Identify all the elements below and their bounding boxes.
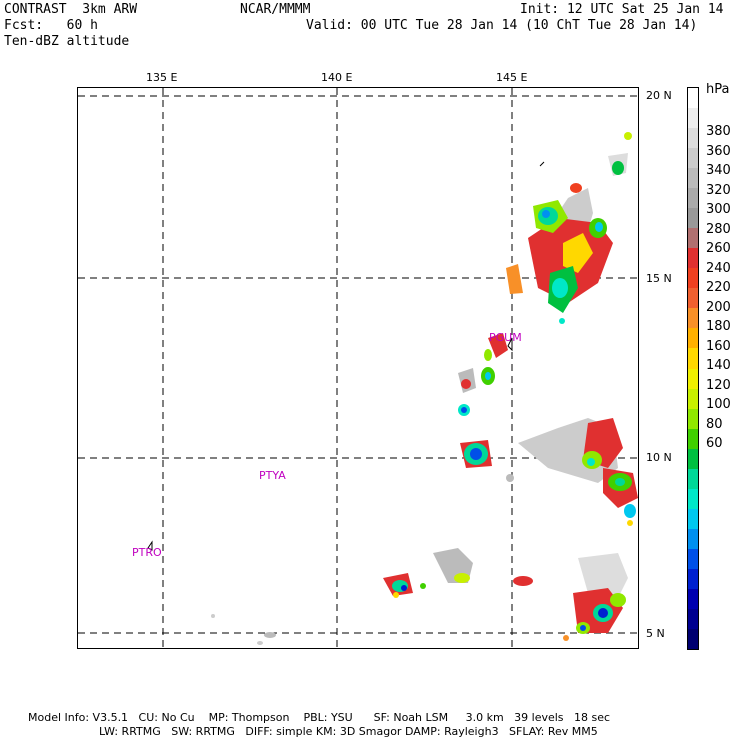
colorbar-swatch [688, 168, 698, 189]
lon-label-135: 135 E [146, 71, 178, 84]
colorbar-swatch [688, 328, 698, 349]
echo-cluster-north [506, 132, 632, 324]
echo-cluster-south [211, 548, 628, 645]
echo-cluster-10n [460, 418, 638, 526]
colorbar-swatch [688, 568, 698, 590]
center-name: NCAR/MMMM [240, 2, 311, 17]
colorbar-label: 280 [706, 221, 731, 237]
colorbar-swatch [688, 268, 698, 289]
lat-label-20n: 20 N [646, 89, 672, 102]
colorbar-label: 60 [706, 436, 723, 451]
colorbar-label: 140 [706, 358, 731, 373]
colorbar-label: 180 [706, 319, 731, 334]
colorbar-label: 80 [706, 416, 723, 432]
lat-lon-grid [78, 88, 638, 648]
colorbar-label: 200 [706, 299, 731, 315]
colorbar-swatch [688, 468, 698, 490]
colorbar-swatch [688, 368, 698, 390]
lat-label-10n: 10 N [646, 451, 672, 464]
colorbar-label: 320 [706, 182, 731, 198]
colorbar-swatch [688, 428, 698, 450]
colorbar-swatch [688, 128, 698, 149]
map-canvas [78, 88, 638, 648]
colorbar-swatch [688, 548, 698, 570]
colorbar-swatch [688, 508, 698, 530]
station-label-pgum: PGUM [489, 331, 522, 344]
colorbar-label: 380 [706, 124, 731, 139]
colorbar-label: 300 [706, 202, 731, 217]
colorbar-label: 120 [706, 377, 731, 393]
colorbar-swatch [688, 288, 698, 309]
colorbar-label: 100 [706, 397, 731, 412]
footer-model-info: Model Info: V3.5.1 CU: No Cu MP: Thompso… [28, 711, 611, 724]
valid-time: Valid: 00 UTC Tue 28 Jan 14 (10 ChT Tue … [306, 18, 698, 33]
colorbar-label: 360 [706, 143, 731, 159]
colorbar-label: 220 [706, 280, 731, 295]
colorbar-swatch [688, 208, 698, 229]
colorbar-label: 240 [706, 260, 731, 276]
colorbar-swatch [688, 588, 698, 610]
colorbar-swatch [688, 408, 698, 430]
colorbar-swatch [688, 608, 698, 630]
product-title: CONTRAST 3km ARW [4, 2, 138, 17]
colorbar-swatch [688, 628, 698, 650]
colorbar-swatch [688, 228, 698, 249]
field-name: Ten-dBZ altitude [4, 34, 130, 49]
colorbar-swatch [688, 448, 698, 470]
colorbar-swatch [688, 188, 698, 209]
colorbar-swatch [688, 108, 698, 129]
echo-cluster-guam [458, 333, 508, 416]
island-outlines [147, 161, 545, 551]
colorbar-swatch [688, 148, 698, 169]
colorbar-label: 260 [706, 241, 731, 256]
colorbar-swatch [688, 308, 698, 329]
colorbar-swatch [688, 528, 698, 550]
map-panel: PGUM PTYA PTRO [77, 87, 639, 649]
station-label-ptya: PTYA [259, 469, 286, 482]
colorbar [687, 87, 699, 650]
colorbar-swatch [688, 88, 698, 109]
lat-label-15n: 15 N [646, 272, 672, 285]
init-time: Init: 12 UTC Sat 25 Jan 14 [520, 2, 724, 17]
colorbar-unit: hPa [706, 82, 730, 97]
lat-label-5n: 5 N [646, 627, 665, 640]
colorbar-swatch [688, 388, 698, 410]
lon-label-140: 140 E [321, 71, 353, 84]
forecast-hour: Fcst: 60 h [4, 18, 98, 33]
colorbar-swatch [688, 488, 698, 510]
lon-label-145: 145 E [496, 71, 528, 84]
colorbar-swatch [688, 348, 698, 369]
station-label-ptro: PTRO [132, 546, 162, 559]
footer-physics-info: LW: RRTMG SW: RRTMG DIFF: simple KM: 3D … [99, 725, 598, 738]
colorbar-swatch [688, 248, 698, 269]
colorbar-label: 340 [706, 163, 731, 178]
colorbar-label: 160 [706, 338, 731, 354]
